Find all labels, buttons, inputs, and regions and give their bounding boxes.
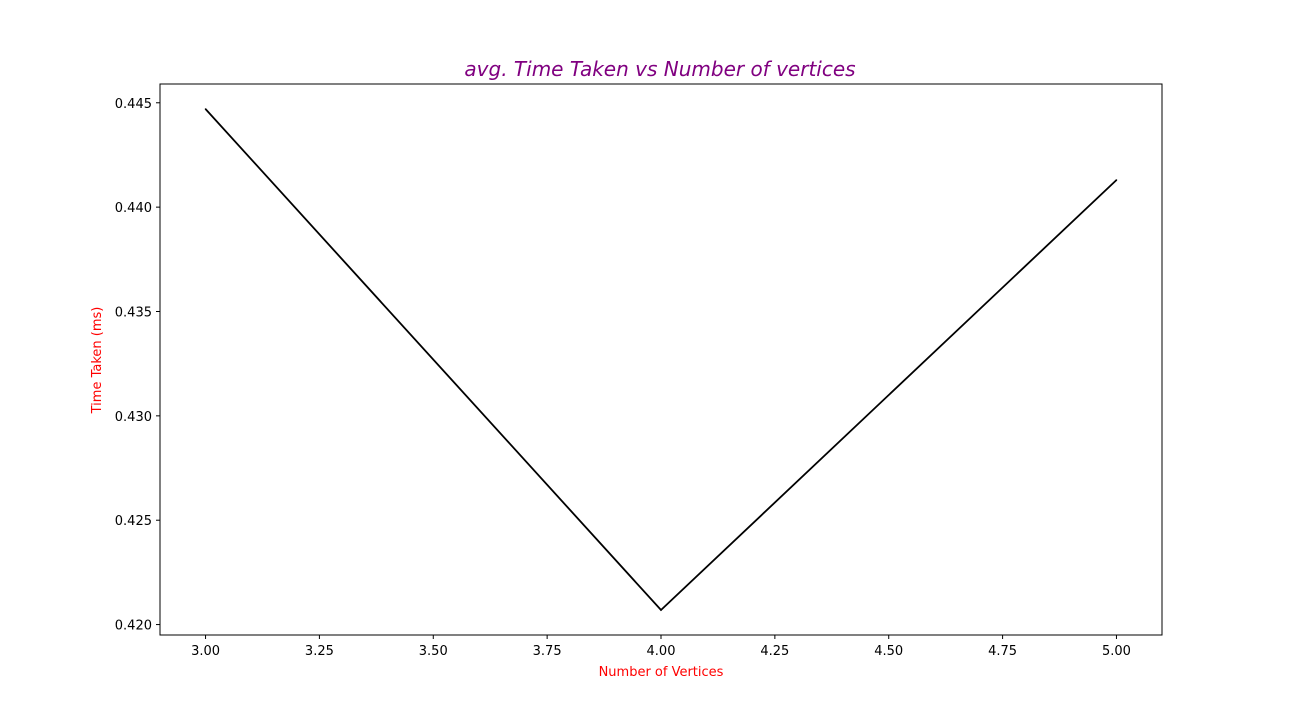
x-axis-label: Number of Vertices — [599, 665, 724, 680]
y-axis: 0.420 0.425 0.430 0.435 0.440 0.445 — [115, 97, 160, 634]
series-layer — [204, 108, 1118, 612]
y-axis-label: Time Taken (ms) — [90, 307, 105, 415]
x-tick-label: 3.00 — [191, 644, 220, 659]
x-tick-label: 3.75 — [533, 644, 562, 659]
y-tick-label: 0.435 — [115, 305, 152, 320]
y-tick-label: 0.425 — [115, 514, 152, 529]
y-tick-label: 0.430 — [115, 410, 152, 425]
x-tick-label: 4.25 — [760, 644, 789, 659]
y-tick-label: 0.440 — [115, 201, 152, 216]
x-tick-label: 4.00 — [647, 644, 676, 659]
y-tick-label: 0.420 — [115, 619, 152, 634]
data-point — [1115, 179, 1118, 181]
x-tick-label: 4.50 — [874, 644, 903, 659]
x-tick-label: 3.50 — [419, 644, 448, 659]
x-axis: 3.00 3.25 3.50 3.75 4.00 4.25 4.50 4.75 5.00 — [191, 635, 1131, 659]
data-point — [204, 108, 207, 110]
data-point — [660, 609, 662, 611]
x-tick-label: 3.25 — [305, 644, 334, 659]
chart-title: avg. Time Taken vs Number of vertices — [464, 57, 855, 81]
plot-area — [159, 83, 1163, 636]
y-tick-label: 0.445 — [115, 97, 152, 112]
x-tick-label: 5.00 — [1102, 644, 1131, 659]
x-tick-label: 4.75 — [988, 644, 1017, 659]
